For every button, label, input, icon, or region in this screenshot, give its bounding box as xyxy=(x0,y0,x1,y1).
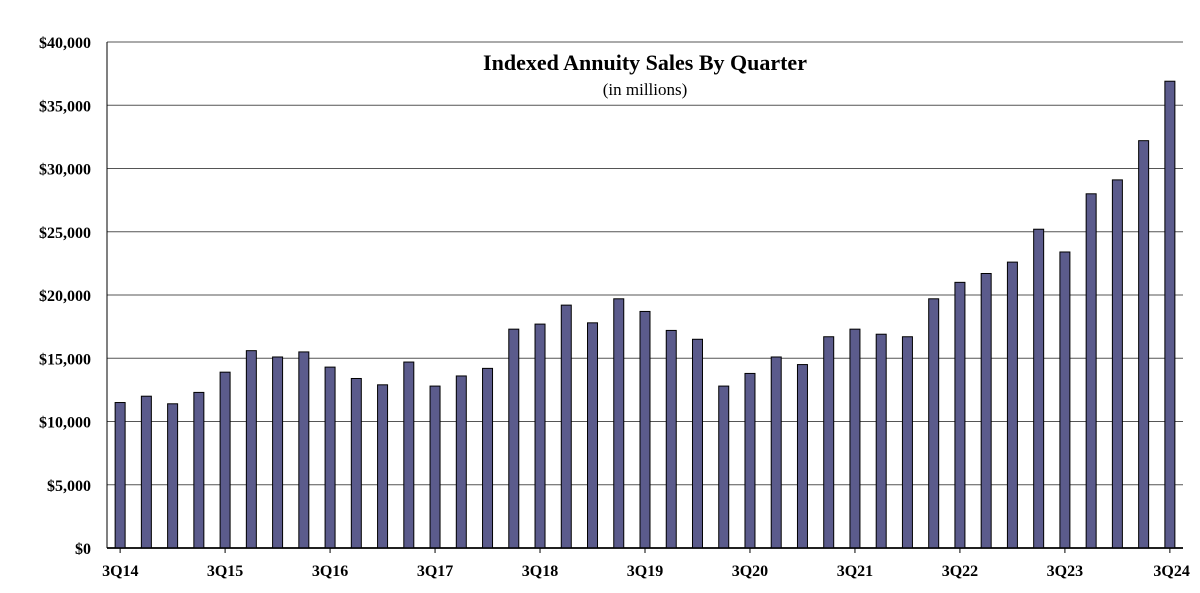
y-tick-label: $30,000 xyxy=(39,162,91,179)
chart-subtitle: (in millions) xyxy=(603,80,688,99)
bar-4Q23 xyxy=(1085,193,1097,549)
y-tick-label: $25,000 xyxy=(39,225,91,242)
bar-2Q20 xyxy=(718,385,730,549)
bar-2Q15 xyxy=(193,391,205,549)
x-tick-label: 3Q24 xyxy=(1153,563,1189,580)
bar-2Q18 xyxy=(508,328,520,549)
bar-4Q17 xyxy=(455,375,467,549)
bar-3Q17 xyxy=(429,385,441,549)
bar-2Q22 xyxy=(928,298,940,549)
bar-4Q22 xyxy=(980,272,992,549)
bar-3Q23 xyxy=(1059,251,1071,549)
y-tick-label: $5,000 xyxy=(47,478,91,495)
y-tick-label: $35,000 xyxy=(39,98,91,115)
bar-4Q19 xyxy=(665,329,677,549)
bar-3Q24 xyxy=(1164,80,1176,549)
bar-4Q14 xyxy=(140,395,152,549)
bar-3Q20 xyxy=(744,372,756,549)
bar-3Q19 xyxy=(639,310,651,549)
bar-1Q18 xyxy=(482,367,494,549)
x-tick-label: 3Q22 xyxy=(942,563,978,580)
bar-1Q20 xyxy=(691,338,703,549)
bar-3Q15 xyxy=(219,371,231,549)
y-tick-label: $0 xyxy=(75,541,91,558)
bar-2Q17 xyxy=(403,361,415,549)
bar-4Q16 xyxy=(350,377,362,549)
bar-2Q16 xyxy=(298,351,310,549)
bar-1Q24 xyxy=(1111,179,1123,549)
x-tick-label: 3Q17 xyxy=(417,563,453,580)
bar-2Q19 xyxy=(613,298,625,549)
bar-1Q21 xyxy=(796,364,808,549)
bar-4Q20 xyxy=(770,356,782,549)
x-tick-label: 3Q19 xyxy=(627,563,663,580)
bar-3Q14 xyxy=(114,402,126,549)
bar-1Q23 xyxy=(1006,261,1018,549)
bar-1Q19 xyxy=(587,322,599,549)
y-tick-label: $20,000 xyxy=(39,288,91,305)
bar-1Q17 xyxy=(377,384,389,549)
bars xyxy=(114,80,1176,549)
bar-4Q21 xyxy=(875,333,887,549)
bar-4Q15 xyxy=(245,350,257,549)
bar-1Q15 xyxy=(167,403,179,549)
y-tick-label: $10,000 xyxy=(39,415,91,432)
x-tick-label: 3Q14 xyxy=(102,563,138,580)
bar-3Q22 xyxy=(954,281,966,549)
x-axis-tick-labels: 3Q14 3Q15 3Q16 3Q17 3Q18 3Q19 3Q20 3Q21 3Q22 3Q23… xyxy=(102,563,1190,580)
x-axis xyxy=(106,42,1183,553)
y-tick-label: $40,000 xyxy=(39,35,91,52)
bar-2Q21 xyxy=(823,336,835,549)
bar-3Q21 xyxy=(849,328,861,549)
x-tick-label: 3Q23 xyxy=(1047,563,1083,580)
x-tick-label: 3Q20 xyxy=(732,563,768,580)
y-axis-tick-labels: $0 $5,000 $10,000 $15,000 $20,000 $25,000 $30,… xyxy=(39,35,91,558)
bar-3Q16 xyxy=(324,366,336,549)
bar-4Q18 xyxy=(560,304,572,549)
x-tick-label: 3Q15 xyxy=(207,563,243,580)
bar-1Q16 xyxy=(272,356,284,549)
bar-2Q24 xyxy=(1138,140,1150,549)
x-tick-label: 3Q16 xyxy=(312,563,348,580)
x-tick-label: 3Q21 xyxy=(837,563,873,580)
chart-title: Indexed Annuity Sales By Quarter xyxy=(483,50,807,75)
bar-1Q22 xyxy=(901,336,913,549)
bar-3Q18 xyxy=(534,323,546,549)
y-tick-label: $15,000 xyxy=(39,351,91,368)
bar-2Q23 xyxy=(1033,228,1045,549)
x-tick-label: 3Q18 xyxy=(522,563,558,580)
